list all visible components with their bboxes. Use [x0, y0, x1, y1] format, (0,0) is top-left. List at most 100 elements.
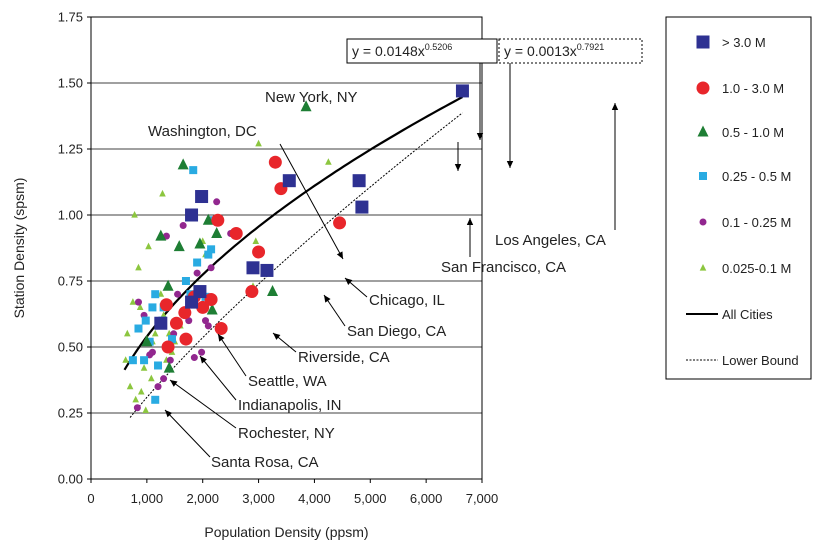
data-point — [134, 298, 142, 306]
annotation-arrowhead — [336, 251, 343, 259]
data-point — [190, 354, 198, 362]
data-point — [148, 348, 156, 356]
y-tick-label: 0.50 — [58, 340, 83, 355]
data-point — [161, 340, 175, 354]
annotation-arrow — [164, 409, 211, 458]
data-point — [207, 245, 216, 254]
data-point — [196, 300, 210, 314]
data-point — [151, 395, 160, 404]
data-point — [204, 292, 218, 306]
data-points — [122, 84, 469, 413]
data-point — [141, 335, 153, 347]
annotation-arrowhead — [200, 356, 207, 364]
lower-bound-equation-box — [498, 38, 643, 64]
x-tick-label: 4,000 — [298, 491, 331, 506]
y-tick-label: 0.25 — [58, 406, 83, 421]
annotation-label: Santa Rosa, CA — [211, 454, 319, 471]
data-point — [160, 311, 167, 318]
x-tick-label: 3,000 — [242, 491, 275, 506]
data-point — [268, 155, 282, 169]
data-point — [179, 332, 193, 346]
data-point — [178, 306, 192, 320]
plot-frame — [90, 16, 483, 480]
equation-main: y = 0.0013x — [504, 43, 577, 59]
equations: y = 0.0148x0.5206 y = 0.0013x0.7921 — [346, 38, 643, 168]
annotation-arrowhead — [218, 334, 225, 342]
equation-arrowhead — [506, 161, 514, 168]
x-tick-label: 7,000 — [466, 491, 499, 506]
data-point — [131, 211, 138, 218]
equation-arrowhead — [476, 133, 484, 140]
data-point — [206, 303, 218, 315]
data-point — [325, 158, 332, 165]
data-point — [162, 279, 174, 291]
legend-label: 0.025-0.1 M — [722, 261, 791, 276]
legend-label: Lower Bound — [722, 353, 799, 368]
data-point — [148, 374, 155, 382]
data-point — [193, 269, 201, 277]
data-point — [202, 317, 210, 325]
y-tick-label: 1.50 — [58, 76, 83, 91]
annotation-label: Washington, DC — [148, 123, 257, 140]
y-tick-label: 0.75 — [58, 274, 83, 289]
data-point — [185, 295, 199, 309]
annotation-label: Rochester, NY — [238, 425, 335, 442]
annotation-arrowhead — [170, 380, 178, 387]
legend-marker — [697, 125, 709, 137]
data-point — [154, 316, 168, 330]
data-point — [260, 263, 274, 277]
y-tick-label: 0.00 — [58, 472, 83, 487]
data-point — [129, 298, 137, 305]
data-point — [145, 242, 152, 250]
data-point — [207, 264, 215, 272]
data-point — [179, 222, 187, 230]
data-point — [333, 216, 347, 230]
data-point — [252, 245, 266, 259]
lower-bound-line — [129, 112, 463, 418]
annotation-label: New York, NY — [265, 89, 358, 106]
annotation-arrowhead — [273, 333, 281, 340]
annotation-arrowhead — [466, 218, 474, 225]
data-point — [154, 361, 163, 370]
equation-text: y = 0.0148x0.5206 — [352, 42, 452, 59]
annotation-arrowhead — [611, 103, 619, 110]
data-point — [163, 361, 175, 373]
data-point — [204, 322, 212, 330]
legend-label: > 3.0 M — [722, 35, 766, 50]
annotation-label: San Diego, CA — [347, 323, 446, 340]
axes: 0.00 0.25 0.50 0.75 1.00 1.25 1.50 1.75 0 1,000 2,… — [11, 10, 498, 541]
annotation-arrow — [169, 379, 237, 429]
data-point — [193, 258, 202, 267]
data-point — [124, 329, 131, 337]
y-axis-title: Station Density (spsm) — [11, 178, 27, 319]
legend-box — [665, 16, 812, 380]
data-point — [151, 290, 160, 299]
equation-exponent: 0.7921 — [577, 42, 605, 52]
data-point — [355, 200, 369, 214]
data-point — [195, 190, 209, 204]
data-point — [128, 356, 137, 365]
data-point — [151, 329, 159, 337]
data-point — [455, 84, 469, 98]
legend-label: 0.25 - 0.5 M — [722, 169, 791, 184]
x-tick-label: 6,000 — [410, 491, 443, 506]
data-point — [167, 335, 176, 344]
data-point — [160, 375, 168, 383]
legend-marker — [699, 218, 707, 226]
data-point — [122, 356, 129, 363]
annotations: New York, NY Washington, DC Los Angeles, C… — [148, 89, 619, 471]
data-point — [135, 263, 142, 271]
data-point — [185, 317, 193, 325]
data-point — [300, 100, 312, 112]
legend-marker — [699, 172, 707, 180]
annotation-label: Chicago, IL — [369, 292, 445, 309]
data-point — [159, 298, 173, 312]
annotation-arrowhead — [324, 295, 331, 303]
data-point — [252, 237, 260, 244]
annotation-arrowhead — [345, 278, 353, 285]
data-point — [185, 208, 199, 222]
x-tick-label: 2,000 — [186, 491, 219, 506]
all-cities-equation-box — [346, 38, 498, 64]
legend-label: 0.5 - 1.0 M — [722, 125, 784, 140]
data-point — [204, 250, 213, 259]
